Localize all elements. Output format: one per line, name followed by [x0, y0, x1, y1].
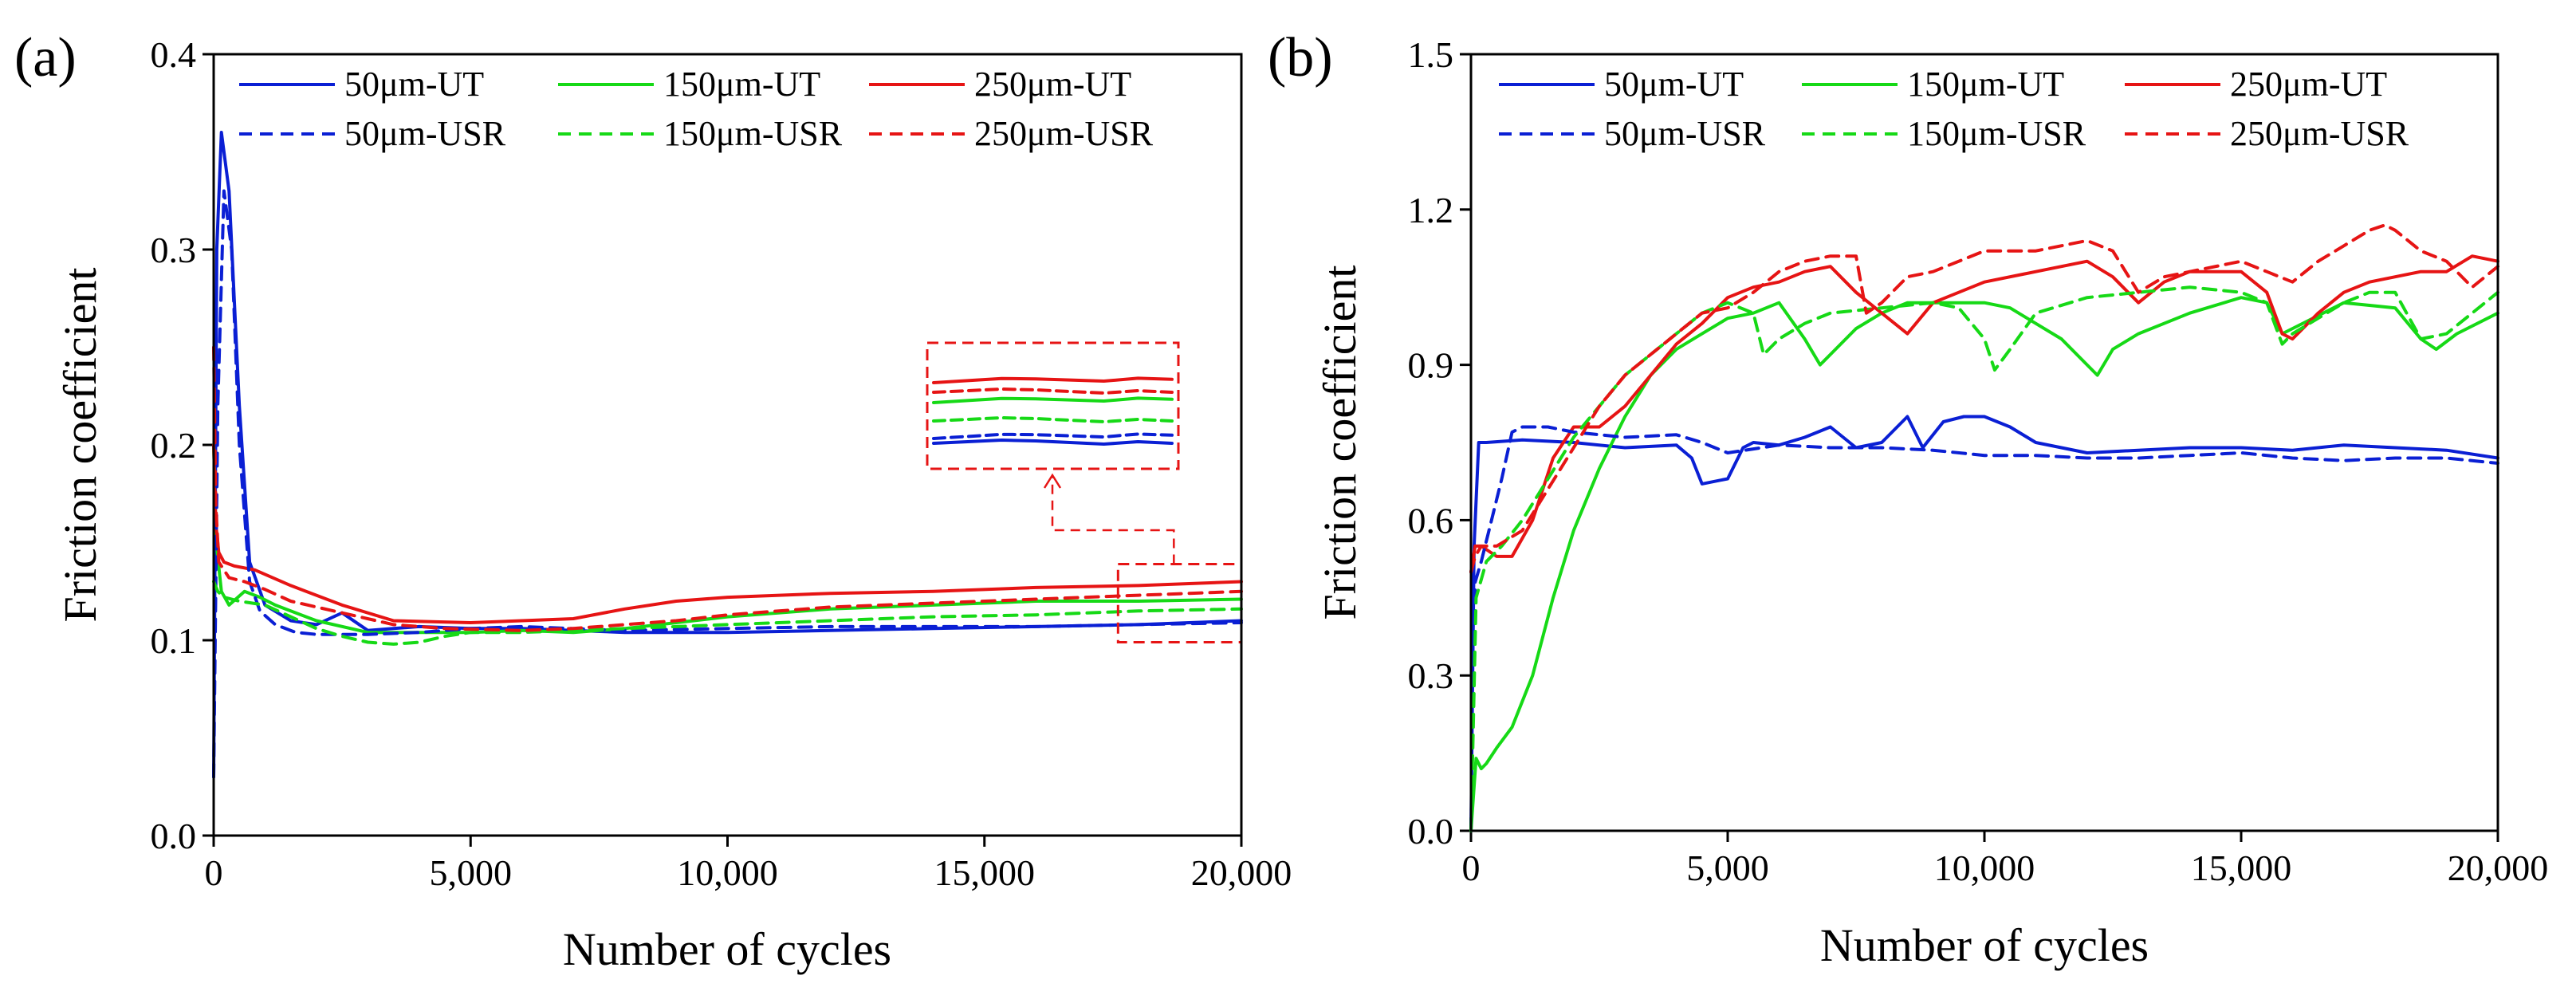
panel-b-legend: 50μm-UT 150μm-UT 250μm-UT 50μm-USR 150μm-USR… [1499, 65, 2409, 153]
legend-label: 250μm-USR [974, 114, 1154, 153]
series-line [1469, 254, 2499, 574]
y-tick-label: 0.4 [151, 34, 197, 75]
panel-a-legend: 50μm-UT 150μm-UT 250μm-UT 50μm-USR 150μm-USR… [239, 65, 1154, 153]
y-tick-label: 0.1 [151, 620, 197, 661]
y-tick-label: 0.9 [1408, 345, 1454, 386]
series-line [212, 443, 1243, 635]
x-tick-label: 20,000 [1191, 852, 1292, 893]
x-tick-label: 5,000 [430, 852, 513, 893]
y-tick-label: 0.0 [1408, 811, 1454, 852]
panel-a-ylabel: Friction coefficient [54, 267, 106, 622]
series-line [212, 189, 1243, 779]
x-tick-label: 15,000 [2191, 848, 2292, 888]
series-line [212, 443, 1243, 624]
panel-a-xlabel: Number of cycles [563, 923, 891, 975]
panel-b-xlabel: Number of cycles [1820, 919, 2149, 971]
panel-a-label: (a) [14, 27, 77, 88]
y-tick-label: 0.3 [1408, 655, 1454, 696]
panel-b-series [1469, 223, 2499, 832]
panel-b-plot-frame [1469, 53, 2499, 832]
legend-label: 50μm-UT [1604, 65, 1744, 104]
x-tick-label: 10,000 [677, 852, 778, 893]
inset-series-line [932, 439, 1174, 446]
y-tick-label: 0.3 [151, 230, 197, 270]
y-tick-label: 0.0 [151, 816, 197, 856]
legend-label: 250μm-UT [974, 65, 1131, 104]
panel-a-plot-frame [212, 53, 1243, 837]
series-line [212, 580, 1243, 646]
legend-label: 50μm-UT [344, 65, 484, 104]
zoom-region-box [1116, 562, 1243, 643]
x-tick-label: 0 [205, 852, 223, 893]
panel-a-ticks: 0 5,000 10,000 15,000 20,000 0.0 0.1 0.2 0.3 0.4 [151, 34, 1292, 893]
inset-series-line [932, 432, 1174, 440]
inset-connector [1051, 477, 1175, 564]
x-tick-label: 20,000 [2448, 848, 2549, 888]
panel-b-label: (b) [1268, 27, 1333, 88]
legend-label: 50μm-USR [344, 114, 506, 153]
inset-series-line [932, 396, 1174, 404]
legend-label: 150μm-USR [663, 114, 843, 153]
inset-series-line [932, 416, 1174, 423]
x-tick-label: 5,000 [1686, 848, 1769, 888]
inset-series-line [932, 387, 1174, 395]
legend-label: 150μm-UT [1907, 65, 2064, 104]
series-line [212, 345, 1243, 632]
series-line [1469, 425, 2499, 832]
y-tick-label: 0.2 [151, 425, 197, 466]
legend-label: 50μm-USR [1604, 114, 1766, 153]
inset-series-line [932, 376, 1174, 384]
series-line [1469, 223, 2499, 574]
panel-b-ylabel: Friction coefficient [1314, 265, 1366, 620]
legend-label: 250μm-USR [2230, 114, 2409, 153]
y-tick-label: 1.2 [1408, 190, 1454, 230]
series-line [1469, 415, 2499, 832]
x-tick-label: 10,000 [1934, 848, 2035, 888]
y-tick-label: 0.6 [1408, 500, 1454, 541]
series-line [212, 131, 1243, 779]
series-line [1469, 285, 2499, 832]
x-tick-label: 0 [1462, 848, 1481, 888]
legend-label: 150μm-USR [1907, 114, 2086, 153]
panel-b: (b) 0 5,000 10,000 15,000 20,000 0.0 0.3 0.6 0.9… [1268, 27, 2548, 971]
inset-arrow [1043, 473, 1062, 489]
panel-a-series [212, 131, 1243, 779]
y-tick-label: 1.5 [1408, 34, 1454, 75]
legend-label: 250μm-UT [2230, 65, 2387, 104]
legend-label: 150μm-UT [663, 65, 820, 104]
panel-a: (a) 0 5,000 10,000 15,000 20,000 0.0 0.1 0.2 0.3… [14, 27, 1292, 975]
x-tick-label: 15,000 [934, 852, 1036, 893]
inset-box [926, 341, 1180, 470]
panel-b-ticks: 0 5,000 10,000 15,000 20,000 0.0 0.3 0.6 0.9 1.2 1… [1408, 34, 2549, 888]
